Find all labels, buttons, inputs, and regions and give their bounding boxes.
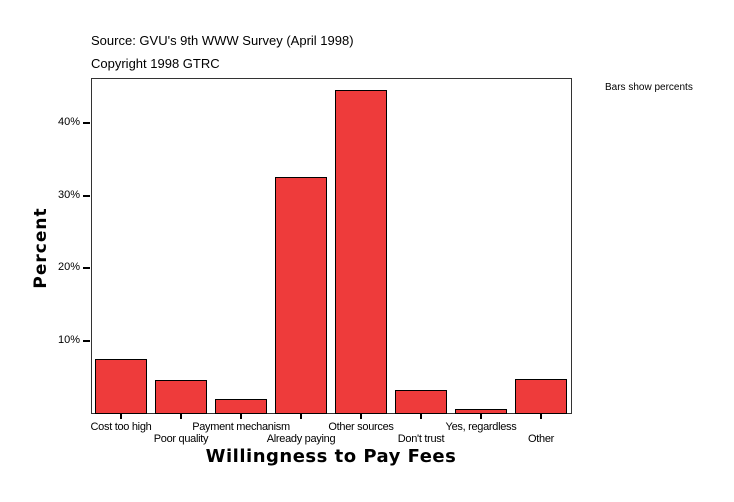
x-tick-label: Yes, regardless	[445, 421, 517, 433]
y-tick-label: 10%	[57, 333, 80, 346]
x-tick	[480, 413, 482, 419]
y-tick-label: 20%	[57, 261, 80, 273]
x-tick	[180, 413, 182, 419]
bar-other	[515, 378, 567, 414]
y-tick	[83, 122, 90, 124]
y-tick	[83, 194, 90, 197]
x-tick	[240, 413, 242, 419]
x-axis-title: Willingness to Pay Fees	[205, 446, 457, 467]
bars-note: Bars show percents	[605, 82, 693, 93]
bar-payment-mechanism	[215, 398, 267, 414]
x-tick-label: Other sources	[328, 421, 394, 433]
x-tick	[300, 413, 302, 419]
x-tick-label: Other	[527, 433, 555, 445]
y-tick	[83, 339, 90, 342]
bar-don-t-trust	[395, 389, 447, 414]
y-tick	[83, 267, 90, 269]
bar-poor-quality	[155, 380, 207, 414]
x-tick-label: Don't trust	[397, 433, 445, 445]
source-text: Source: GVU's 9th WWW Survey (April 1998…	[91, 33, 354, 48]
x-tick	[120, 413, 122, 419]
plot-area	[91, 78, 572, 414]
x-tick	[360, 413, 362, 419]
x-tick-label: Cost too high	[90, 421, 152, 433]
x-tick	[420, 413, 422, 419]
x-tick	[540, 413, 542, 419]
copyright-text: Copyright 1998 GTRC	[91, 56, 220, 71]
x-tick-label: Payment mechanism	[192, 421, 290, 433]
bar-other-sources	[335, 90, 387, 414]
x-tick-label: Poor quality	[153, 433, 209, 445]
bar-cost-too-high	[95, 359, 147, 414]
y-tick-label: 40%	[57, 116, 80, 128]
x-tick-label: Already paying	[266, 433, 336, 445]
y-axis-title: Percent	[31, 207, 51, 289]
y-tick-label: 30%	[57, 188, 80, 201]
bar-already-paying	[275, 176, 327, 414]
